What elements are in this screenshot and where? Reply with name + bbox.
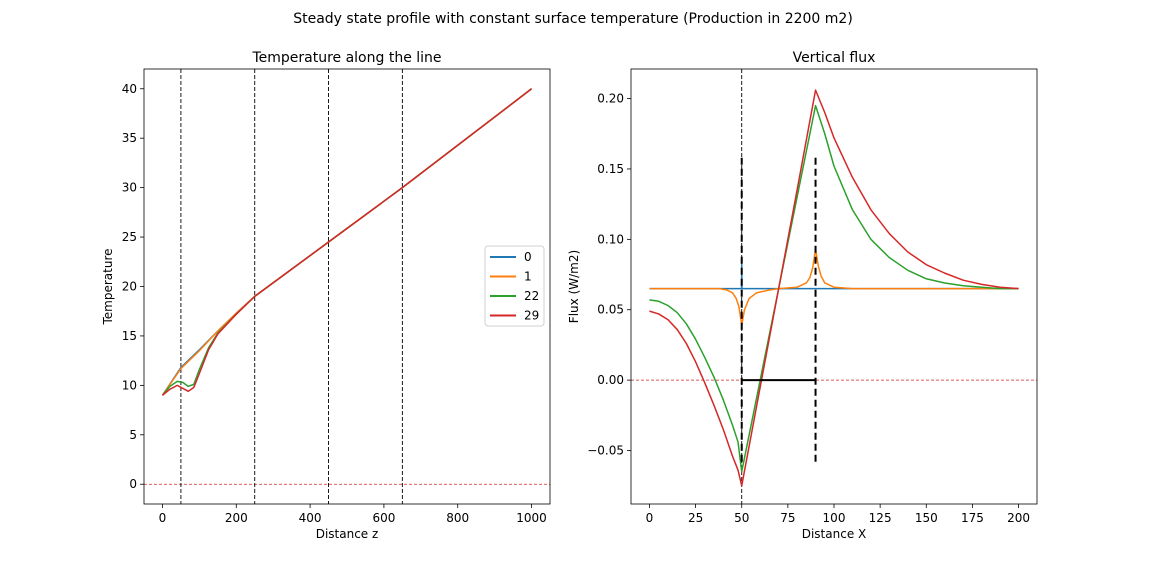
y-axis-label: Temperature <box>101 248 115 325</box>
series-line-0 <box>649 263 1019 290</box>
x-tick-label: 75 <box>780 511 795 525</box>
series-line-1 <box>649 248 1019 326</box>
legend-label-22: 22 <box>524 289 539 303</box>
series-line-22 <box>161 88 533 396</box>
plot-frame <box>143 68 551 505</box>
series-line-29 <box>649 89 1019 487</box>
y-tick-label: 10 <box>122 378 137 392</box>
y-tick-label: 0.20 <box>597 92 624 106</box>
series-line-0 <box>161 88 533 396</box>
x-tick-label: 200 <box>1007 511 1030 525</box>
x-tick-label: 0 <box>159 511 167 525</box>
x-tick-label: 100 <box>823 511 846 525</box>
y-tick-label: 30 <box>122 181 137 195</box>
y-tick-label: 25 <box>122 230 137 244</box>
y-axis-label: Flux (W/m2) <box>567 250 581 323</box>
x-tick-label: 1000 <box>516 511 547 525</box>
x-tick-label: 50 <box>734 511 749 525</box>
y-tick-label: 15 <box>122 329 137 343</box>
x-axis-label: Distance z <box>316 527 379 541</box>
flux-panel: Vertical flux 0 25 50 75 100 125 150 175 200 −0.05… <box>567 50 1038 541</box>
x-axis-label: Distance X <box>802 527 867 541</box>
y-tick-label: 40 <box>122 82 137 96</box>
legend-label-0: 0 <box>524 250 532 264</box>
series-line-1 <box>161 88 533 396</box>
x-tick-label: 25 <box>688 511 703 525</box>
x-tick-label: 125 <box>869 511 892 525</box>
y-tick-label: 0.10 <box>597 232 624 246</box>
x-tick-label: 800 <box>446 511 469 525</box>
y-tick-label: 5 <box>129 428 137 442</box>
x-tick-label: 400 <box>299 511 322 525</box>
panel-title: Vertical flux <box>793 50 876 66</box>
legend-box <box>484 245 545 327</box>
plot-frame <box>630 68 1038 505</box>
y-tick-label: 0 <box>129 477 137 491</box>
y-tick-label: 20 <box>122 280 137 294</box>
x-tick-label: 0 <box>646 511 654 525</box>
legend-label-1: 1 <box>524 270 532 284</box>
x-tick-label: 200 <box>225 511 248 525</box>
series-line-29 <box>161 88 533 396</box>
x-tick-label: 600 <box>372 511 395 525</box>
y-tick-label: 0.15 <box>597 162 624 176</box>
x-tick-label: 150 <box>915 511 938 525</box>
figure-suptitle: Steady state profile with constant surfa… <box>293 11 853 27</box>
y-tick-label: 0.05 <box>597 303 624 317</box>
panel-title: Temperature along the line <box>251 50 441 66</box>
x-tick-label: 175 <box>961 511 984 525</box>
legend-label-29: 29 <box>524 309 539 323</box>
y-tick-label: −0.05 <box>587 444 624 458</box>
y-tick-label: 0.00 <box>597 373 624 387</box>
y-tick-label: 35 <box>122 131 137 145</box>
